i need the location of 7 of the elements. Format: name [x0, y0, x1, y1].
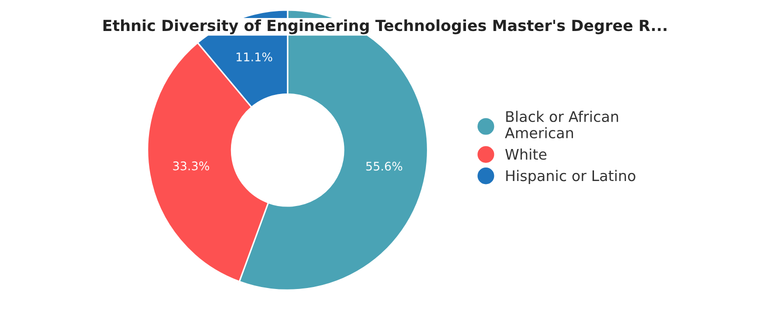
text: Ethnic Diversity of Engineering Technologies Master's Degree R... [103, 19, 666, 34]
data-label: 11.1% [236, 52, 272, 62]
legend-label: Black or African American [504, 110, 618, 138]
legend-label: Hispanic or Latino [506, 170, 636, 184]
legend-label: White [505, 148, 546, 160]
data-label: 33.3% [173, 161, 210, 170]
data-label: 55.6% [366, 162, 402, 171]
